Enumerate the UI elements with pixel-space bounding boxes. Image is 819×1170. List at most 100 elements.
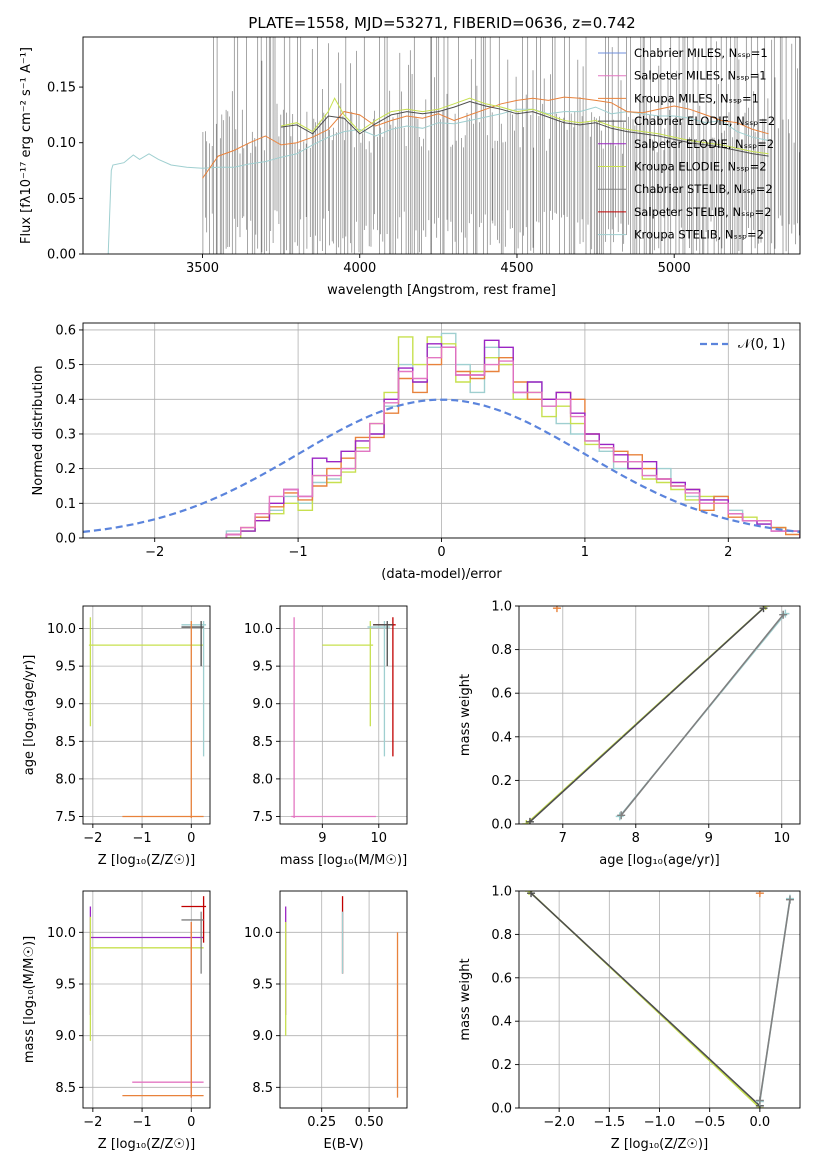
x-tick-label: −1 [132,1115,151,1130]
legend-label: Salpeter ELODIE, Nₛₛₚ=2 [634,137,774,151]
x-tick-label: −2.0 [543,1115,575,1130]
x-axis-label: Z [log₁₀(Z/Z☉)] [611,1137,708,1152]
weight-line [529,607,765,823]
x-tick-label: 5000 [658,261,691,276]
axes-frame [518,605,801,825]
y-tick-label: 9.5 [55,660,76,675]
histogram-step [225,339,800,538]
weight-line [530,892,761,1107]
y-tick-label: 10.0 [47,926,76,941]
x-tick-label: 8 [632,831,640,846]
x-tick-label: 10 [773,831,790,846]
x-tick-label: −2 [145,545,164,560]
y-tick-label: 8.5 [55,1081,76,1096]
x-tick-label: 10 [371,831,388,846]
plot-area [83,891,210,1108]
x-tick-label: 0 [187,831,195,846]
y-tick-label: 10.0 [244,622,273,637]
legend-label: 𝒩(0, 1) [738,337,785,352]
y-tick-label: 0.0 [55,532,76,547]
y-tick-label: 0.1 [55,497,76,512]
plot-area [519,606,800,824]
plot-area [83,323,800,538]
y-tick-label: 0.2 [55,462,76,477]
plot-area [519,891,800,1108]
legend-label: Chabrier ELODIE, Nₛₛₚ=2 [634,114,775,128]
x-tick-label: 4500 [500,261,533,276]
y-tick-label: 8.5 [55,735,76,750]
weight-marker [525,817,534,824]
x-axis-label: age [log₁₀(age/yr)] [599,853,720,868]
weight-marker [617,811,626,820]
legend-label: Salpeter STELIB, Nₛₛₚ=2 [634,205,772,219]
panel-massweight-vs-age: 7 8 9 10 0.0 0.2 0.4 0.6 0.8 1.0 age [log₁₀(age/yr… [458,600,801,868]
data-noise-spikes [202,37,800,254]
tick-labels: 7 8 9 10 0.0 0.2 0.4 0.6 0.8 1.0 [491,600,790,847]
y-tick-label: 0.0 [491,818,512,833]
x-axis-label: wavelength [Angstrom, rest frame] [327,283,556,298]
y-tick-label: 0.6 [491,971,512,986]
y-tick-label: 0.05 [47,192,76,207]
y-tick-label: 0.4 [491,1015,512,1030]
tick-labels: 0.25 0.50 8.5 9.0 9.5 10.0 [244,926,384,1130]
y-tick-label: 1.0 [491,600,512,615]
x-tick-label: 9 [705,831,713,846]
spectrum-line [107,106,769,254]
weight-line [620,614,784,816]
y-tick-label: 0.2 [491,774,512,789]
weight-marker [779,610,788,619]
y-tick-label: 8.0 [55,772,76,787]
y-tick-label: 9.0 [55,697,76,712]
x-tick-label: −2 [83,1115,102,1130]
y-axis-label: mass weight [458,958,473,1040]
panel-mass-vs-EBV: 0.25 0.50 8.5 9.0 9.5 10.0 E(B-V) [244,890,408,1152]
x-tick-label: 1 [581,545,589,560]
x-tick-label: 0 [437,545,445,560]
y-tick-label: 1.0 [491,885,512,900]
y-tick-label: 7.5 [55,810,76,825]
x-tick-label: −0.5 [694,1115,726,1130]
spectrum-line [280,97,769,155]
plot-area [280,891,407,1108]
plot-area [107,37,800,254]
x-tick-label: 7 [559,831,567,846]
panel-mass-vs-Z: −2 −1 0 8.5 9.0 9.5 10.0 Z [log₁₀(Z/Z☉)] mass [l… [22,890,211,1152]
weight-marker [527,891,536,898]
x-axis-label: Z [log₁₀(Z/Z☉)] [98,1137,195,1152]
x-tick-label: −1.5 [594,1115,626,1130]
panel-age-vs-Z: −2 −1 0 7.5 8.0 8.5 9.0 9.5 10.0 Z [log₁₀(Z/Z☉)] a… [22,605,211,868]
y-axis-label: mass weight [458,674,473,756]
x-tick-label: −2 [83,831,102,846]
y-tick-label: 0.00 [47,248,76,263]
panel-residuals: 𝒩(0, 1) −2 −1 0 1 2 0.0 0.1 0.2 0.3 0.4 0.5 0.6 (data… [31,322,801,582]
x-tick-label: 3500 [186,261,219,276]
tick-labels: −2 −1 0 7.5 8.0 8.5 9.0 9.5 10.0 [47,622,195,846]
y-tick-label: 10.0 [47,622,76,637]
axes-frame [82,605,211,825]
x-tick-label: −1 [289,545,308,560]
y-tick-label: 0.3 [55,427,76,442]
y-axis-label: age [log₁₀(age/yr)] [22,655,37,776]
y-tick-label: 0.0 [491,1102,512,1117]
x-tick-label: 0.50 [355,1115,384,1130]
x-tick-label: −1.0 [644,1115,676,1130]
y-axis-label: mass [log₁₀(M/M☉)] [22,936,37,1063]
legend-label: Kroupa STELIB, Nₛₛₚ=2 [634,228,764,242]
x-axis-label: E(B-V) [323,1137,363,1152]
axes-frame [82,36,801,255]
y-tick-label: 0.4 [55,393,76,408]
y-axis-label: Normed distribution [31,366,46,496]
tick-labels: −2.0 −1.5 −1.0 −0.5 0.0 0.0 0.2 0.4 0.6 0.8 1.0 [491,885,770,1131]
y-tick-label: 0.8 [491,643,512,658]
x-tick-label: 0 [187,1115,195,1130]
axes-frame [279,890,408,1109]
x-tick-label: 2 [724,545,732,560]
axes-frame [279,605,408,825]
gridlines [280,606,407,824]
axes-frame [82,890,211,1109]
weight-marker [552,606,561,613]
histogram-step [225,346,800,538]
normal-curve [83,398,800,533]
x-axis-label: Z [log₁₀(Z/Z☉)] [98,853,195,868]
